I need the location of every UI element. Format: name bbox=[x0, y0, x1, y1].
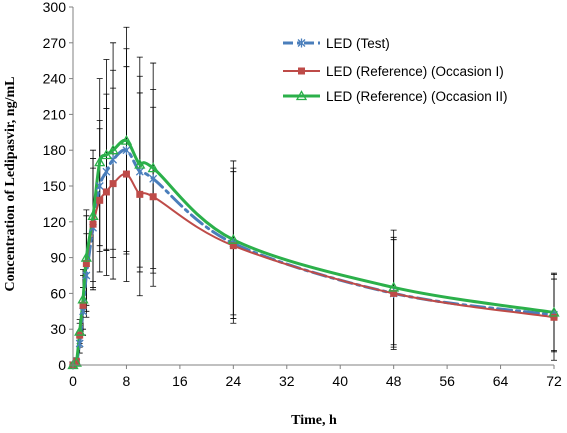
y-tick-label: 90 bbox=[50, 250, 66, 266]
data-point-led-reference-occasion-ii bbox=[548, 306, 560, 317]
legend-label-led-test: LED (Test) bbox=[326, 36, 390, 51]
data-point-led-reference-occasion-ii bbox=[74, 325, 86, 336]
y-axis-title: Concentration of Ledipasvir, ng/mL bbox=[3, 77, 18, 292]
x-tick-label: 64 bbox=[493, 373, 509, 389]
data-point-led-reference-occasion-ii bbox=[107, 144, 119, 155]
legend-entry-led-reference-occasion-i: LED (Reference) (Occasion I) bbox=[283, 64, 504, 79]
data-point-led-test bbox=[95, 181, 104, 191]
series-line-led-reference-occasion-ii bbox=[71, 138, 556, 368]
data-point-led-reference-occasion-i bbox=[109, 180, 117, 188]
x-tick-label: 56 bbox=[439, 373, 455, 389]
legend-label-led-reference-occasion-i: LED (Reference) (Occasion I) bbox=[326, 64, 504, 79]
legend-marker-led-reference-occasion-i bbox=[298, 67, 305, 75]
legend-label-led-reference-occasion-ii: LED (Reference) (Occasion II) bbox=[326, 89, 508, 104]
legend: LED (Test) LED (Reference) (Occasion I) … bbox=[283, 36, 508, 104]
y-tick-label: 300 bbox=[43, 0, 67, 15]
data-point-led-reference-occasion-ii bbox=[120, 134, 133, 145]
tick-labels: 0 30 60 90 120 150 180 210 240 270 300 0 8 16 24 32 40 48… bbox=[43, 0, 562, 389]
data-point-led-test bbox=[135, 167, 144, 177]
data-point-led-reference-occasion-i bbox=[149, 193, 157, 201]
legend-marker-led-test bbox=[297, 38, 306, 48]
data-point-led-reference-occasion-i bbox=[229, 242, 237, 250]
axes bbox=[69, 6, 555, 369]
data-point-led-reference-occasion-i bbox=[122, 170, 130, 178]
x-axis-title: Time, h bbox=[291, 413, 337, 428]
x-tick-label: 32 bbox=[279, 373, 295, 389]
data-point-led-reference-occasion-i bbox=[79, 301, 87, 309]
data-point-led-reference-occasion-i bbox=[136, 190, 144, 198]
series-markers bbox=[67, 134, 560, 370]
data-point-led-reference-occasion-i bbox=[390, 289, 398, 297]
x-tick-label: 8 bbox=[123, 373, 131, 389]
series-line-led-test bbox=[71, 148, 556, 367]
data-point-led-reference-occasion-i bbox=[550, 313, 558, 321]
data-point-led-test bbox=[82, 271, 91, 280]
legend-marker-led-reference-occasion-ii bbox=[295, 90, 308, 101]
y-tick-label: 120 bbox=[43, 214, 67, 230]
x-tick-label: 48 bbox=[386, 373, 402, 389]
series-lines bbox=[71, 138, 556, 368]
data-point-led-reference-occasion-ii bbox=[227, 233, 239, 244]
x-tick-label: 0 bbox=[69, 373, 77, 389]
data-point-led-reference-occasion-ii bbox=[147, 162, 159, 173]
x-tick-label: 72 bbox=[546, 373, 562, 389]
data-point-led-reference-occasion-i bbox=[102, 188, 110, 196]
legend-entry-led-reference-occasion-ii: LED (Reference) (Occasion II) bbox=[283, 89, 508, 104]
data-point-led-reference-occasion-i bbox=[96, 196, 104, 204]
y-tick-label: 240 bbox=[43, 71, 67, 87]
data-point-led-reference-occasion-i bbox=[72, 357, 80, 365]
data-point-led-test bbox=[122, 145, 131, 155]
data-point-led-test bbox=[75, 339, 84, 349]
x-tick-label: 40 bbox=[332, 373, 348, 389]
data-point-led-reference-occasion-ii bbox=[80, 251, 92, 262]
y-tick-label: 210 bbox=[43, 106, 67, 122]
data-point-led-reference-occasion-i bbox=[82, 260, 90, 268]
y-tick-label: 180 bbox=[43, 142, 67, 158]
y-tick-label: 0 bbox=[58, 357, 66, 373]
data-point-led-reference-occasion-ii bbox=[70, 356, 82, 367]
data-point-led-reference-occasion-ii bbox=[388, 281, 400, 292]
data-point-led-test bbox=[149, 174, 158, 184]
data-point-led-test bbox=[109, 155, 118, 165]
data-point-led-reference-occasion-ii bbox=[100, 149, 113, 160]
y-tick-label: 270 bbox=[43, 35, 67, 51]
y-tick-label: 60 bbox=[50, 285, 66, 301]
legend-entry-led-test: LED (Test) bbox=[283, 36, 390, 51]
data-point-led-reference-occasion-ii bbox=[134, 158, 146, 169]
y-tick-label: 150 bbox=[43, 178, 67, 194]
data-point-led-test bbox=[102, 167, 111, 177]
data-point-led-reference-occasion-ii bbox=[87, 210, 99, 220]
y-tick-label: 30 bbox=[50, 321, 66, 337]
data-point-led-reference-occasion-ii bbox=[77, 293, 89, 304]
data-point-led-reference-occasion-ii bbox=[94, 156, 106, 167]
data-point-led-reference-occasion-i bbox=[89, 220, 97, 228]
x-tick-label: 16 bbox=[172, 373, 188, 389]
x-tick-label: 24 bbox=[226, 373, 242, 389]
